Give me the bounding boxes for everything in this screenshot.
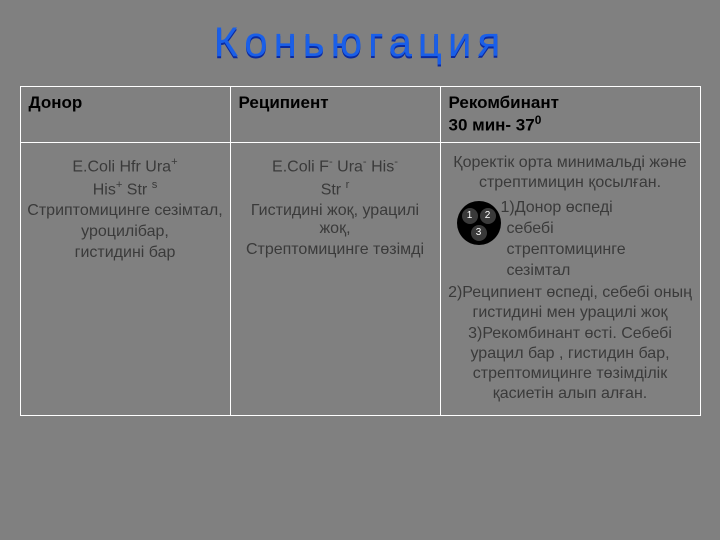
petri-dot-1: 1 (462, 208, 478, 224)
slide: Коньюгация Коньюгация Донор Реципиент Ре… (0, 0, 720, 540)
donor-line4: уроцилібар, (27, 223, 224, 241)
recipient-line2: Str r (237, 179, 434, 199)
rec-l1a: E.Coli F (272, 158, 329, 175)
rec-l1s3: - (394, 156, 398, 168)
header-recombinant-sup: 0 (535, 113, 542, 127)
recomb-d3: 3)Рекомбинант өсті. Себебі урацил бар , … (447, 324, 694, 404)
recomb-d2: 2)Реципиент өспеді, себебі оның гистидин… (447, 283, 694, 323)
table-header-row: Донор Реципиент Рекомбинант 30 мин- 370 (20, 87, 700, 143)
donor-line5: гистидині бар (27, 244, 224, 262)
petri-dot-3: 3 (471, 225, 487, 241)
recomb-top: Қоректік орта минимальді және стрептимиц… (447, 153, 694, 193)
petri-dish-icon: 1 2 3 (457, 201, 501, 245)
recomb-block1: 1 2 3 1)Донор өспеді себебі стрептомицин… (447, 197, 694, 282)
header-donor: Донор (20, 87, 230, 143)
rec-l1c: His (367, 158, 395, 175)
donor-l1sup: + (171, 156, 178, 168)
donor-line2: His+ Str s (27, 179, 224, 199)
title-front: Коньюгация (214, 18, 506, 65)
cell-recipient: E.Coli F- Ura- His- Str r Гистидині жоқ,… (230, 142, 440, 415)
petri-dot-2: 2 (480, 208, 496, 224)
conjugation-table: Донор Реципиент Рекомбинант 30 мин- 370 … (20, 86, 701, 416)
rec-l2s: r (346, 179, 350, 191)
donor-line3: Стриптомицинге сезімтал, (27, 202, 224, 220)
donor-l2a: His (93, 181, 116, 198)
table-body-row: E.Coli Hfr Ura+ His+ Str s Стриптомицинг… (20, 142, 700, 415)
recipient-line4: Стрептомицинге төзімді (237, 241, 434, 259)
donor-l2b: Str (122, 181, 151, 198)
donor-l1a: E.Coli Hfr Ura (72, 158, 171, 175)
header-recombinant-time: 30 мин- 37 (449, 116, 535, 135)
recipient-line1: E.Coli F- Ura- His- (237, 156, 434, 176)
rec-l1b: Ura (333, 158, 363, 175)
slide-title: Коньюгация Коньюгация (0, 0, 720, 86)
recomb-d1d: сезімтал (447, 261, 694, 281)
recipient-line3: Гистидині жоқ, урацилі жоқ, (237, 202, 434, 238)
cell-donor: E.Coli Hfr Ura+ His+ Str s Стриптомицинг… (20, 142, 230, 415)
rec-l2a: Str (321, 181, 346, 198)
header-recombinant-label: Рекомбинант (449, 93, 559, 112)
donor-l2s2: s (152, 179, 158, 191)
header-recombinant: Рекомбинант 30 мин- 370 (440, 87, 700, 143)
cell-recombinant: Қоректік орта минимальді және стрептимиц… (440, 142, 700, 415)
header-recipient: Реципиент (230, 87, 440, 143)
donor-line1: E.Coli Hfr Ura+ (27, 156, 224, 176)
